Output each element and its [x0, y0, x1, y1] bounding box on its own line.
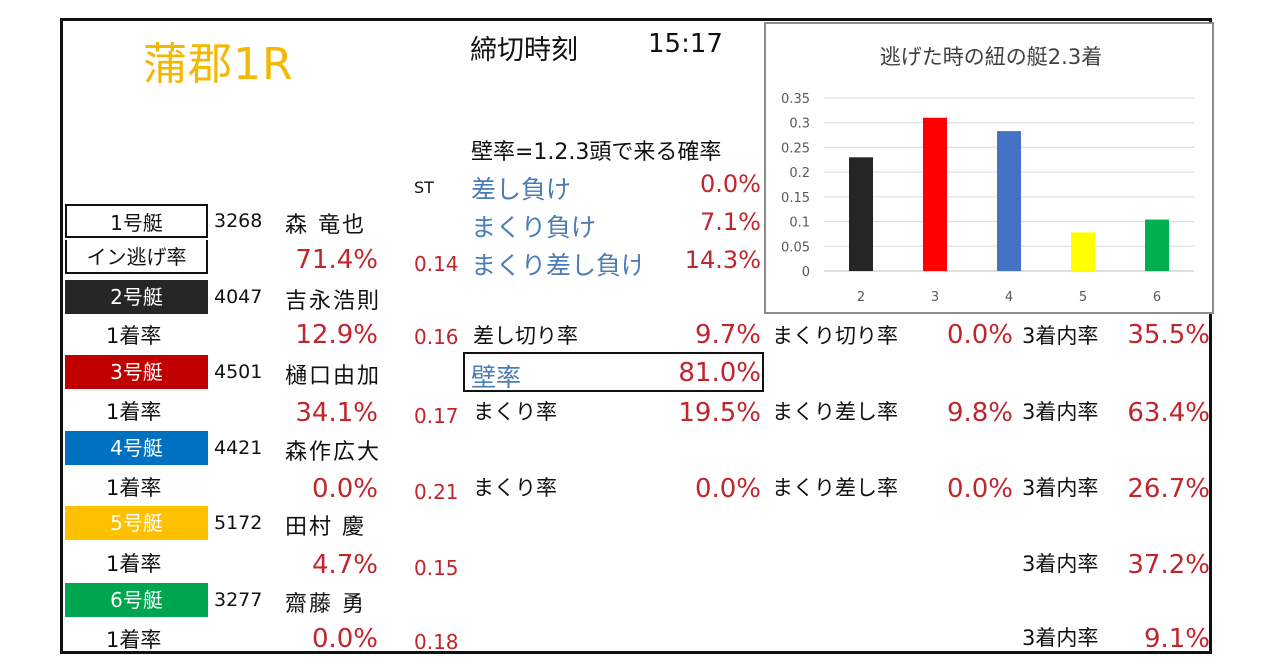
row3-top3-value: 63.4%	[1127, 398, 1210, 428]
sashi-make-label: 差し負け	[471, 175, 572, 204]
row4-top3-value: 26.7%	[1127, 474, 1210, 504]
bar-2	[849, 157, 873, 271]
bar-3	[923, 117, 947, 272]
row5-top3-value: 37.2%	[1127, 550, 1210, 580]
makuri-sashi-make-label: まくり差し負け	[471, 251, 647, 280]
row3-makuri-value: 19.5%	[678, 398, 761, 428]
boat-6-st: 0.18	[414, 630, 459, 654]
makurikiri-label: まくり切り率	[772, 324, 898, 348]
row4-top3-label: 3着内率	[1022, 476, 1099, 500]
boat-2-rate: 12.9%	[295, 320, 378, 350]
boat-6-rate-label: 1着率	[106, 628, 162, 652]
boat-2-st: 0.16	[414, 325, 459, 349]
deadline-label: 締切時刻	[470, 35, 578, 66]
boat-5-rate: 4.7%	[311, 550, 378, 580]
boat-4-rate: 0.0%	[311, 474, 378, 504]
st-header: ST	[414, 178, 434, 197]
row4-makuri-sashi-value: 0.0%	[946, 474, 1013, 504]
bar-6	[1145, 219, 1169, 271]
wall-rate-box	[463, 352, 764, 392]
wall-rate-definition: 壁率=1.2.3頭で来る確率	[471, 140, 722, 165]
sashi-make-value: 0.0%	[700, 170, 761, 198]
bar-5	[1071, 232, 1095, 271]
boat-5-name: 田村 慶	[285, 515, 366, 540]
boat-4-label: 4号艇	[65, 431, 208, 465]
wall-rate-value: 81.0%	[678, 358, 761, 388]
sashikiri-value: 9.7%	[694, 320, 761, 350]
boat-4-st: 0.21	[414, 480, 459, 504]
makuri-sashi-make-value: 14.3%	[684, 246, 761, 274]
x-tick-label: 3	[931, 290, 939, 305]
boat-3-rate-label: 1着率	[106, 400, 162, 424]
boat-2-label: 2号艇	[65, 280, 208, 314]
y-tick-label: 0.3	[789, 117, 810, 132]
bar-chart: 逃げた時の紐の艇2.3着 0 0.05 0.1 0.15 0.2 0.25 0.3 0.35 2…	[781, 45, 1194, 305]
boat-5-reg: 5172	[214, 512, 263, 534]
boat-1-label: 1号艇	[65, 204, 208, 238]
row4-makuri-label: まくり率	[473, 476, 557, 500]
y-tick-label: 0	[802, 265, 810, 280]
label-clip	[640, 246, 654, 276]
y-tick-label: 0.05	[781, 240, 810, 255]
row2-top3-label: 3着内率	[1022, 324, 1099, 348]
x-tick-label: 5	[1079, 290, 1087, 305]
deadline-time: 15:17	[648, 29, 723, 59]
row6-top3-label: 3着内率	[1022, 626, 1099, 650]
x-tick-label: 4	[1005, 290, 1013, 305]
boat-6-name: 齋藤 勇	[285, 592, 366, 617]
wall-rate-label: 壁率	[471, 363, 522, 392]
boat-3-reg: 4501	[214, 361, 263, 383]
chart-title: 逃げた時の紐の艇2.3着	[880, 45, 1102, 69]
y-tick-label: 0.15	[781, 191, 810, 206]
row3-makuri-sashi-label: まくり差し率	[772, 400, 898, 424]
boat-1-name: 森 竜也	[285, 213, 366, 238]
y-tick-label: 0.35	[781, 92, 810, 107]
x-tick-label: 6	[1153, 290, 1161, 305]
row3-makuri-sashi-value: 9.8%	[946, 398, 1013, 428]
boat-1-rate: 71.4%	[295, 245, 378, 275]
y-tick-label: 0.2	[789, 166, 810, 181]
boat-3-st: 0.17	[414, 404, 459, 428]
race-title: 蒲郡1R	[143, 39, 294, 90]
y-tick-label: 0.1	[789, 216, 810, 231]
boat-2-name: 吉永浩則	[285, 289, 382, 314]
boat-3-rate: 34.1%	[295, 398, 378, 428]
makurikiri-value: 0.0%	[946, 320, 1013, 350]
row4-makuri-sashi-label: まくり差し率	[772, 476, 898, 500]
makuri-make-label: まくり負け	[471, 213, 597, 242]
row3-top3-label: 3着内率	[1022, 400, 1099, 424]
boat-1-rate-label: イン逃げ率	[65, 240, 208, 274]
boat-6-rate: 0.0%	[311, 624, 378, 654]
sheet-frame	[60, 18, 1212, 654]
x-tick-label: 2	[857, 290, 865, 305]
row2-top3-value: 35.5%	[1127, 320, 1210, 350]
boat-4-rate-label: 1着率	[106, 476, 162, 500]
row5-top3-label: 3着内率	[1022, 552, 1099, 576]
boat-4-name: 森作広大	[285, 440, 382, 465]
boat-2-reg: 4047	[214, 286, 263, 308]
y-tick-label: 0.25	[781, 141, 810, 156]
boat-5-st: 0.15	[414, 556, 459, 580]
sashikiri-label: 差し切り率	[473, 324, 578, 348]
boat-3-label: 3号艇	[65, 355, 208, 389]
row4-makuri-value: 0.0%	[694, 474, 761, 504]
chart-panel: 逃げた時の紐の艇2.3着 0 0.05 0.1 0.15 0.2 0.25 0.3 0.35 2…	[764, 22, 1214, 314]
row6-top3-value: 9.1%	[1143, 624, 1210, 654]
boat-1-st: 0.14	[414, 252, 459, 276]
row3-makuri-label: まくり率	[473, 400, 557, 424]
boat-6-label: 6号艇	[65, 583, 208, 617]
boat-6-reg: 3277	[214, 589, 263, 611]
makuri-make-value: 7.1%	[700, 208, 761, 236]
boat-2-rate-label: 1着率	[106, 324, 162, 348]
boat-3-name: 樋口由加	[285, 364, 382, 389]
boat-5-rate-label: 1着率	[106, 552, 162, 576]
boat-4-reg: 4421	[214, 437, 263, 459]
boat-5-label: 5号艇	[65, 506, 208, 540]
boat-1-reg: 3268	[214, 210, 263, 232]
bar-4	[997, 131, 1021, 271]
